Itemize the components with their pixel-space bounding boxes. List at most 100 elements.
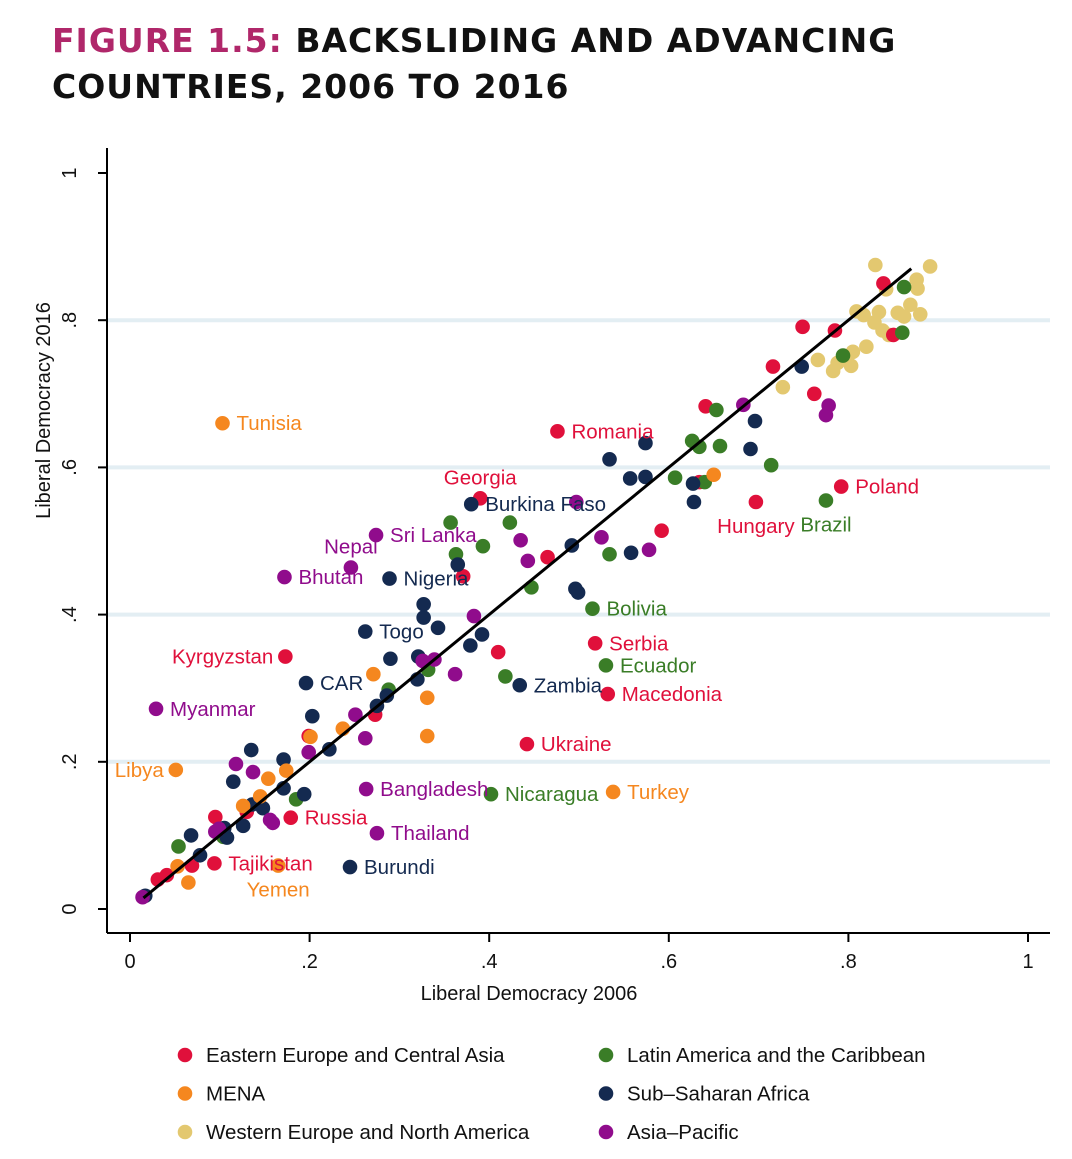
data-point-wena xyxy=(810,352,826,368)
y-tick-label: 0 xyxy=(59,903,81,914)
x-tick-label: .2 xyxy=(301,951,318,973)
data-point-wena xyxy=(825,363,841,379)
point-label: Poland xyxy=(855,476,919,499)
point-label: Nigeria xyxy=(404,568,470,591)
point-label: Libya xyxy=(115,759,165,782)
data-point-ap xyxy=(447,666,463,682)
point-label: Burkina Faso xyxy=(485,493,606,516)
legend-marker xyxy=(177,1086,193,1101)
point-label: Romania xyxy=(571,420,654,443)
gridlines xyxy=(107,318,1050,764)
point-label: Ukraine xyxy=(541,733,612,756)
data-point-lac xyxy=(598,658,614,673)
point-label: Brazil xyxy=(800,514,851,537)
data-point-eeca xyxy=(806,386,822,402)
legend-label: Western Europe and North America xyxy=(206,1121,530,1144)
data-point-eeca xyxy=(587,636,603,651)
point-label: Bangladesh xyxy=(380,778,488,801)
data-point-lac xyxy=(171,839,186,854)
data-point-eeca xyxy=(208,809,223,825)
data-point-ap xyxy=(348,707,363,722)
data-point-lac xyxy=(692,439,707,455)
data-point-ap xyxy=(228,756,244,772)
data-point-lac xyxy=(894,325,910,341)
data-point-eeca xyxy=(550,424,565,439)
data-point-mena xyxy=(706,467,721,483)
figure-number: FIGURE 1.5: xyxy=(52,21,283,60)
y-tick-label: .2 xyxy=(59,753,81,770)
data-point-ssa xyxy=(622,471,638,486)
data-point-eeca xyxy=(765,359,781,374)
data-point-ssa xyxy=(357,624,373,639)
data-point-wena xyxy=(896,309,912,324)
data-point-ap xyxy=(818,407,834,423)
data-point-ssa xyxy=(686,494,702,510)
point-label: Sri Lanka xyxy=(390,524,477,547)
data-point-mena xyxy=(278,763,294,778)
data-point-wena xyxy=(868,257,883,273)
data-point-lac xyxy=(585,601,600,617)
legend-marker xyxy=(177,1047,193,1063)
data-point-ssa xyxy=(638,435,653,451)
data-point-ssa xyxy=(623,545,639,561)
data-point-ap xyxy=(358,781,374,797)
data-point-mena xyxy=(605,784,621,800)
y-tick-label: .4 xyxy=(59,606,81,623)
data-point-mena xyxy=(366,666,381,682)
data-point-lac xyxy=(498,669,513,684)
data-point-mena xyxy=(260,771,276,787)
data-point-wena xyxy=(922,259,938,274)
axes: 0 .2 .4 .6 .8 1 0 .2 .4 .6 .8 1 Liberal Democracy 20… xyxy=(33,148,1050,1005)
fit-line xyxy=(142,267,913,900)
data-point-ap xyxy=(357,730,373,746)
legend-marker xyxy=(177,1124,193,1140)
data-point-eeca xyxy=(600,686,616,702)
data-point-eeca xyxy=(748,494,764,510)
data-point-ap xyxy=(245,764,261,780)
data-point-eeca xyxy=(795,319,810,335)
data-point-ssa xyxy=(747,413,763,429)
legend-label: MENA xyxy=(206,1083,266,1106)
data-point-ap xyxy=(513,532,528,548)
legend-label: Latin America and the Caribbean xyxy=(627,1044,926,1067)
data-point-wena xyxy=(775,379,791,395)
data-point-ap xyxy=(148,701,164,717)
data-point-lac xyxy=(602,546,617,562)
data-point-lac xyxy=(896,279,912,295)
data-point-ssa xyxy=(638,469,653,485)
point-label: Bhutan xyxy=(298,566,363,589)
data-point-ssa xyxy=(183,828,199,843)
data-point-ssa xyxy=(304,708,320,724)
x-tick-label: .8 xyxy=(840,951,857,973)
legend-label: Sub–Saharan Africa xyxy=(627,1083,810,1106)
figure-title: FIGURE 1.5: BACKSLIDING AND ADVANCING CO… xyxy=(52,18,1052,110)
data-point-mena xyxy=(235,798,251,814)
x-tick-label: .6 xyxy=(660,951,677,973)
data-point-ssa xyxy=(463,638,478,653)
data-point-mena xyxy=(270,858,286,873)
data-point-ssa xyxy=(602,452,617,467)
point-label: Turkey xyxy=(627,781,690,804)
data-point-lac xyxy=(502,515,518,530)
x-tick-label: .4 xyxy=(481,951,498,973)
data-point-lac xyxy=(443,515,458,530)
data-point-ssa xyxy=(342,859,358,875)
data-point-ssa xyxy=(243,742,259,758)
data-point-wena xyxy=(910,281,925,296)
point-label: Bolivia xyxy=(606,598,667,621)
data-point-mena xyxy=(181,875,196,890)
y-axis-title: Liberal Democracy 2016 xyxy=(33,302,55,519)
point-label: Nepal xyxy=(324,535,378,558)
fit-line-layer xyxy=(142,267,913,900)
data-point-ssa xyxy=(430,620,446,636)
data-point-eeca xyxy=(833,479,849,494)
data-point-lac xyxy=(835,348,851,363)
x-tick-label: 1 xyxy=(1022,951,1033,973)
data-point-wena xyxy=(843,358,859,374)
data-point-ap xyxy=(569,494,584,510)
data-point-lac xyxy=(475,538,491,554)
data-point-eeca xyxy=(654,523,669,538)
legend-label: Eastern Europe and Central Asia xyxy=(206,1044,505,1067)
y-tick-label: .6 xyxy=(59,459,81,476)
